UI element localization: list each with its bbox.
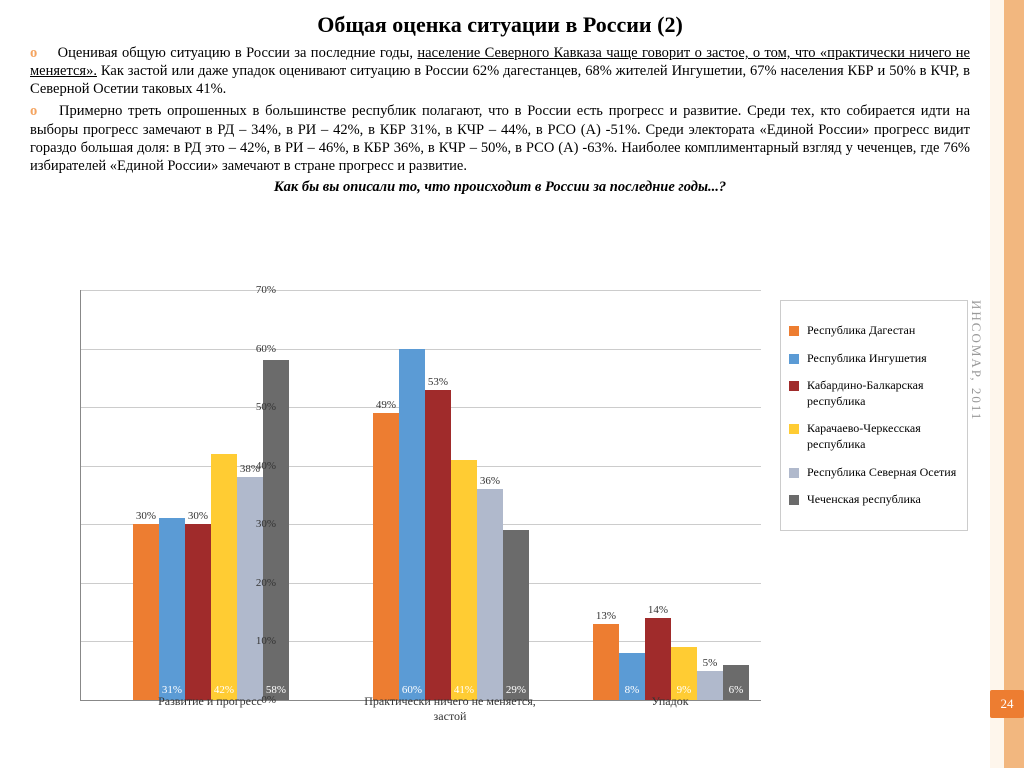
para1-post: Как застой или даже упадок оценивают сит… — [30, 63, 970, 97]
x-category-label: Практически ничего не меняется, застой — [360, 694, 540, 724]
bar — [593, 624, 619, 700]
legend-swatch — [789, 424, 799, 434]
y-tick-label: 60% — [256, 343, 276, 355]
legend-swatch — [789, 495, 799, 505]
bar-value-label: 5% — [703, 657, 718, 669]
y-tick-label: 30% — [256, 518, 276, 530]
bar — [425, 390, 451, 700]
x-category-label: Развитие и прогресс — [120, 694, 300, 709]
bullet-icon: o — [30, 45, 37, 61]
page-number-badge: 24 — [990, 690, 1024, 718]
legend-item: Республика Северная Осетия — [789, 465, 959, 481]
bar-value-label: 53% — [428, 376, 448, 388]
legend-swatch — [789, 468, 799, 478]
gridline — [81, 290, 761, 291]
y-tick-label: 50% — [256, 401, 276, 413]
plot-area: 30%31%30%42%38%58%49%60%53%41%36%29%13%8… — [80, 290, 761, 701]
content-area: Общая оценка ситуации в России (2) o Оце… — [30, 10, 970, 200]
bar — [503, 530, 529, 700]
legend-label: Республика Северная Осетия — [807, 465, 956, 481]
bar — [159, 518, 185, 700]
slide: { "title": "Общая оценка ситуации в Росс… — [0, 0, 1024, 768]
y-tick-label: 40% — [256, 460, 276, 472]
bar — [211, 454, 237, 700]
para2-text: Примерно треть опрошенных в большинстве … — [30, 103, 970, 173]
bar — [477, 489, 503, 700]
accent-strip-inner — [990, 0, 1004, 768]
y-tick-label: 10% — [256, 635, 276, 647]
legend: Республика Дагестан Республика Ингушетия К… — [780, 300, 968, 531]
bar — [133, 524, 159, 700]
legend-item: Республика Дагестан — [789, 323, 959, 339]
legend-item: Кабардино-Балкарская республика — [789, 378, 959, 409]
legend-swatch — [789, 326, 799, 336]
page-number: 24 — [1001, 696, 1014, 712]
legend-label: Республика Ингушетия — [807, 351, 927, 367]
bar — [399, 349, 425, 700]
para1-pre: Оценивая общую ситуацию в России за посл… — [58, 45, 418, 61]
paragraph-2: o Примерно треть опрошенных в большинств… — [30, 102, 970, 175]
bullet-icon: o — [30, 103, 37, 119]
legend-item: Чеченская республика — [789, 492, 959, 508]
accent-strip-outer — [1004, 0, 1024, 768]
bar-value-label: 13% — [596, 610, 616, 622]
bar — [185, 524, 211, 700]
bar-value-label: 30% — [136, 510, 156, 522]
bar — [373, 413, 399, 700]
x-category-label: Упадок — [580, 694, 760, 709]
legend-label: Карачаево-Черкесская республика — [807, 421, 959, 452]
legend-label: Кабардино-Балкарская республика — [807, 378, 959, 409]
side-caption: ИНСОМАР, 2011 — [968, 300, 984, 421]
bar-value-label: 30% — [188, 510, 208, 522]
legend-swatch — [789, 354, 799, 364]
legend-label: Чеченская республика — [807, 492, 921, 508]
bar — [451, 460, 477, 700]
chart-question: Как бы вы описали то, что происходит в Р… — [30, 179, 970, 196]
bar-chart: 30%31%30%42%38%58%49%60%53%41%36%29%13%8… — [40, 280, 960, 740]
legend-swatch — [789, 381, 799, 391]
y-tick-label: 70% — [256, 284, 276, 296]
bar-value-label: 49% — [376, 399, 396, 411]
y-tick-label: 20% — [256, 577, 276, 589]
legend-item: Карачаево-Черкесская республика — [789, 421, 959, 452]
bar-value-label: 36% — [480, 475, 500, 487]
legend-item: Республика Ингушетия — [789, 351, 959, 367]
paragraph-1: o Оценивая общую ситуацию в России за по… — [30, 44, 970, 98]
bar-value-label: 14% — [648, 604, 668, 616]
slide-title: Общая оценка ситуации в России (2) — [30, 12, 970, 38]
bar — [645, 618, 671, 700]
legend-label: Республика Дагестан — [807, 323, 915, 339]
